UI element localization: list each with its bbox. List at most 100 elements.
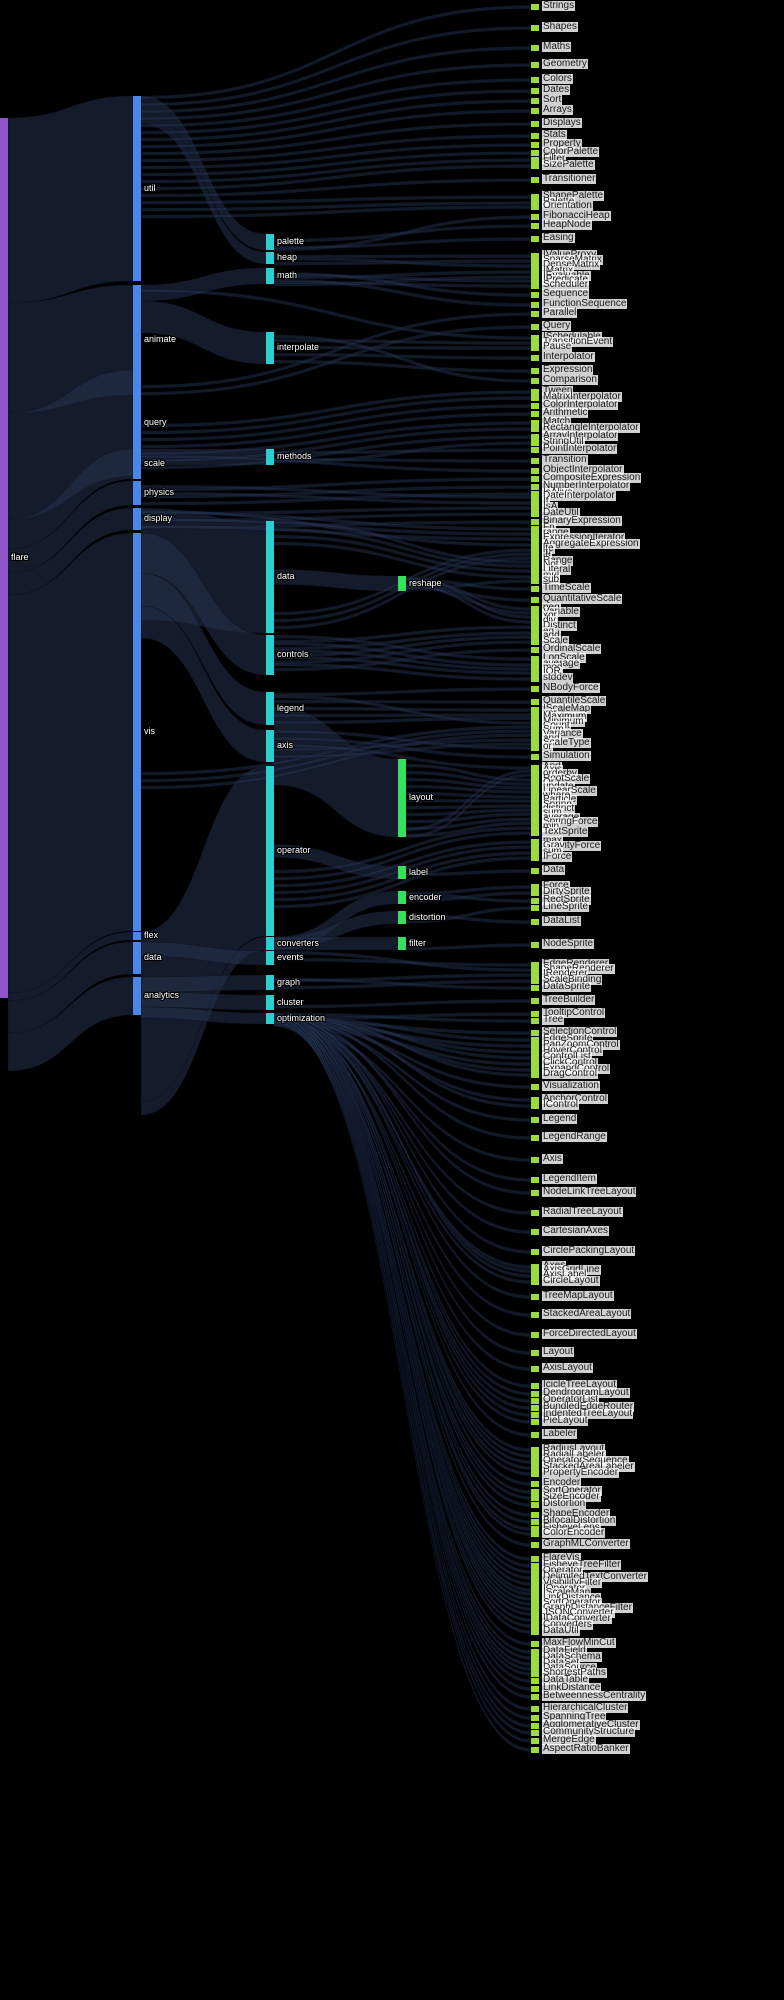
sankey-leaf-sub[interactable] [531, 578, 539, 584]
sankey-node-optimization[interactable] [266, 1013, 274, 1024]
sankey-leaf-expression[interactable] [531, 368, 539, 374]
sankey-leaf-quantitativescale[interactable] [531, 597, 539, 603]
sankey-leaf-max[interactable] [531, 839, 539, 845]
sankey-leaf-matrixinterpolator[interactable] [531, 395, 539, 401]
sankey-leaf-icontrol[interactable] [531, 1103, 539, 1109]
sankey-leaf-forcedirectedlayout[interactable] [531, 1332, 539, 1338]
sankey-leaf-delimitedtextconverter[interactable] [531, 1575, 539, 1581]
sankey-leaf-geometry[interactable] [531, 62, 539, 68]
sankey-leaf-shapepalette[interactable] [531, 194, 539, 200]
sankey-leaf-graphdistancefilter[interactable] [531, 1606, 539, 1612]
sankey-leaf-sort[interactable] [531, 98, 539, 104]
sankey-leaf-and[interactable] [531, 737, 539, 743]
sankey-leaf-jsonconverter[interactable] [531, 1611, 539, 1617]
sankey-leaf-functionsequence[interactable] [531, 302, 539, 308]
sankey-leaf-dateutil[interactable] [531, 511, 539, 517]
sankey-leaf-fibonacciheap[interactable] [531, 214, 539, 220]
sankey-leaf-datasprite[interactable] [531, 985, 539, 991]
sankey-leaf-linkdistance2[interactable] [531, 1686, 539, 1692]
sankey-leaf-mul[interactable] [531, 574, 539, 580]
sankey-leaf-arithmetic[interactable] [531, 411, 539, 417]
sankey-leaf-shapeencoder[interactable] [531, 1512, 539, 1518]
sankey-leaf-gravityforce[interactable] [531, 844, 539, 850]
sankey-node-animate[interactable] [133, 285, 141, 395]
sankey-leaf-panzoomcontrol[interactable] [531, 1043, 539, 1049]
sankey-leaf-tween[interactable] [531, 389, 539, 395]
sankey-leaf-radialtreelayout[interactable] [531, 1210, 539, 1216]
sankey-leaf-datafield[interactable] [531, 1649, 539, 1655]
sankey-node-legend[interactable] [266, 692, 274, 725]
sankey-leaf-shapes[interactable] [531, 25, 539, 31]
sankey-leaf-rootscale[interactable] [531, 777, 539, 783]
sankey-leaf-minimum[interactable] [531, 720, 539, 726]
sankey-node-filter[interactable] [398, 937, 406, 950]
sankey-node-cluster[interactable] [266, 995, 274, 1010]
sankey-leaf-property[interactable] [531, 142, 539, 148]
sankey-leaf-neq[interactable] [531, 606, 539, 612]
sankey-leaf-linesprite[interactable] [531, 905, 539, 911]
sankey-leaf-datautil[interactable] [531, 1629, 539, 1635]
sankey-node-converters[interactable] [266, 937, 274, 950]
sankey-leaf-iscalemap[interactable] [531, 707, 539, 713]
sankey-leaf-sortoperator[interactable] [531, 1489, 539, 1495]
sankey-leaf-distinct[interactable] [531, 624, 539, 630]
sankey-leaf-iff[interactable] [531, 555, 539, 561]
sankey-leaf-axisgridline[interactable] [531, 1268, 539, 1274]
sankey-leaf-dates[interactable] [531, 88, 539, 94]
sankey-leaf-axes[interactable] [531, 1264, 539, 1270]
sankey-leaf-hovercontrol[interactable] [531, 1049, 539, 1055]
sankey-leaf-converters[interactable] [531, 1623, 539, 1629]
sankey-leaf-range[interactable] [531, 531, 539, 537]
sankey-leaf-visibilityfilter[interactable] [531, 1581, 539, 1587]
sankey-leaf-encoder[interactable] [531, 1481, 539, 1487]
sankey-leaf-sizepalette[interactable] [531, 163, 539, 169]
sankey-leaf-visualization[interactable] [531, 1084, 539, 1090]
sankey-leaf-filter[interactable] [531, 157, 539, 163]
sankey-leaf-ievaluable[interactable] [531, 274, 539, 280]
sankey-leaf-orderby[interactable] [531, 772, 539, 778]
sankey-leaf-colorpalette[interactable] [531, 150, 539, 156]
sankey-leaf-aspectratiobanker[interactable] [531, 1747, 539, 1753]
sankey-leaf-pielayout[interactable] [531, 1419, 539, 1425]
sankey-node-flex[interactable] [133, 932, 141, 940]
sankey-leaf-pause[interactable] [531, 345, 539, 351]
sankey-leaf-fisheyelens[interactable] [531, 1526, 539, 1532]
sankey-leaf-textsprite[interactable] [531, 830, 539, 836]
sankey-leaf-springforce[interactable] [531, 820, 539, 826]
sankey-node-scale[interactable] [133, 449, 141, 479]
sankey-leaf-div[interactable] [531, 619, 539, 625]
sankey-leaf-if[interactable] [531, 500, 539, 506]
sankey-leaf-datatable[interactable] [531, 1678, 539, 1684]
sankey-leaf-scale[interactable] [531, 639, 539, 645]
sankey-leaf-maximum[interactable] [531, 715, 539, 721]
sankey-leaf-imatrix[interactable] [531, 269, 539, 275]
sankey-leaf-sequence[interactable] [531, 292, 539, 298]
sankey-leaf-stackedarealabeler[interactable] [531, 1465, 539, 1471]
sankey-leaf-datalist[interactable] [531, 919, 539, 925]
sankey-leaf-sum2[interactable] [531, 850, 539, 856]
sankey-leaf-axislayout[interactable] [531, 1366, 539, 1372]
sankey-leaf-iscalemap2[interactable] [531, 1591, 539, 1597]
sankey-node-reshape[interactable] [398, 576, 406, 591]
sankey-node-layout[interactable] [398, 759, 406, 837]
sankey-node-interpolate[interactable] [266, 332, 274, 364]
sankey-leaf-numberinterpolator[interactable] [531, 484, 539, 490]
sankey-leaf-sparsematrix[interactable] [531, 258, 539, 264]
sankey-node-methods[interactable] [266, 449, 274, 465]
sankey-leaf-stddev[interactable] [531, 676, 539, 682]
sankey-leaf-count[interactable] [531, 724, 539, 730]
sankey-leaf-icicletreelayout[interactable] [531, 1383, 539, 1389]
sankey-leaf-not[interactable] [531, 563, 539, 569]
sankey-leaf-average2[interactable] [531, 816, 539, 822]
sankey-leaf-circlepackinglayout[interactable] [531, 1249, 539, 1255]
sankey-leaf-isa[interactable] [531, 505, 539, 511]
sankey-leaf-ivalueproxy[interactable] [531, 253, 539, 259]
sankey-leaf-treebuilder[interactable] [531, 998, 539, 1004]
sankey-leaf-where[interactable] [531, 794, 539, 800]
sankey-node-events[interactable] [266, 951, 274, 965]
sankey-leaf-variable[interactable] [531, 610, 539, 616]
sankey-leaf-ordinalscale[interactable] [531, 647, 539, 653]
sankey-leaf-dragcontrol[interactable] [531, 1072, 539, 1078]
sankey-leaf-dateinterpolator[interactable] [531, 494, 539, 500]
sankey-leaf-compositeexpression[interactable] [531, 476, 539, 482]
